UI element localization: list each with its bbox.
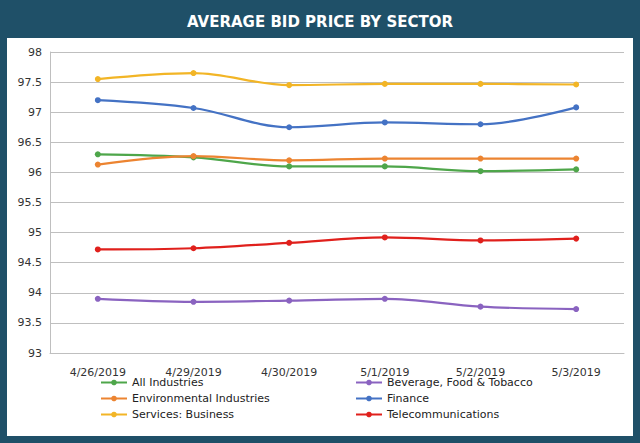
svg-text:96: 96	[28, 166, 42, 179]
svg-text:94: 94	[28, 286, 42, 299]
svg-text:Services: Business: Services: Business	[132, 408, 234, 421]
svg-text:94.5: 94.5	[18, 256, 43, 269]
svg-text:4/29/2019: 4/29/2019	[165, 366, 222, 379]
svg-text:5/3/2019: 5/3/2019	[551, 366, 600, 379]
svg-text:Telecommunications: Telecommunications	[386, 408, 500, 421]
svg-text:4/26/2019: 4/26/2019	[70, 366, 126, 379]
svg-text:98: 98	[28, 46, 42, 59]
svg-text:5/1/2019: 5/1/2019	[360, 366, 410, 379]
svg-text:95: 95	[28, 226, 42, 239]
svg-text:93.5: 93.5	[18, 316, 43, 329]
svg-text:All Industries: All Industries	[132, 376, 204, 389]
svg-text:4/30/2019: 4/30/2019	[261, 366, 317, 379]
svg-text:AVERAGE BID PRICE BY SECTOR: AVERAGE BID PRICE BY SECTOR	[187, 13, 453, 31]
svg-text:95.5: 95.5	[18, 196, 43, 209]
svg-text:Finance: Finance	[387, 392, 429, 405]
svg-text:5/2/2019: 5/2/2019	[455, 366, 506, 379]
svg-text:97: 97	[28, 106, 42, 119]
svg-text:97.5: 97.5	[18, 76, 43, 89]
svg-text:Environmental Industries: Environmental Industries	[132, 392, 270, 405]
svg-text:Beverage, Food & Tobacco: Beverage, Food & Tobacco	[387, 376, 533, 389]
svg-text:96.5: 96.5	[18, 136, 43, 149]
svg-text:93: 93	[28, 347, 42, 360]
